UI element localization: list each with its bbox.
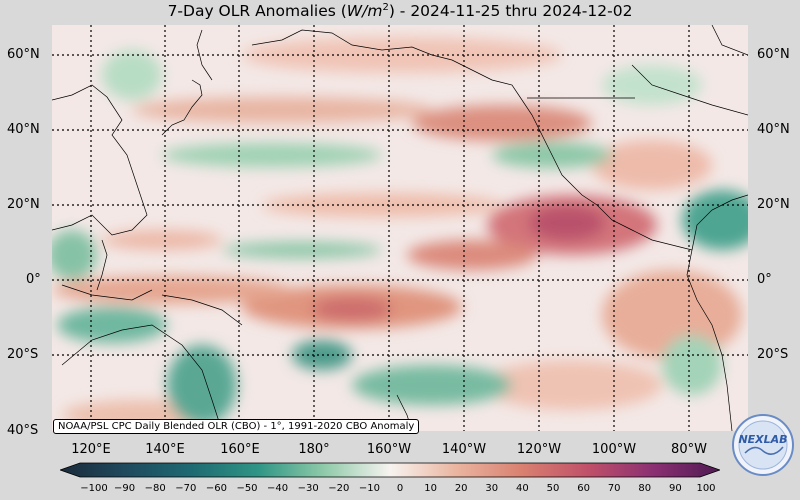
colorbar-tick-label: −70 (175, 483, 197, 494)
lat-label-right: 60°N (757, 47, 790, 62)
lat-label-left: 40°N (7, 122, 40, 137)
lat-label-left: 40°S (7, 423, 39, 438)
lon-label: 80°W (671, 442, 707, 457)
lon-label: 120°E (71, 442, 111, 457)
lon-label: 100°W (591, 442, 637, 457)
lat-label-right: 0° (757, 272, 772, 287)
lat-label-right: 20°N (757, 197, 790, 212)
lat-label-left: 0° (26, 272, 41, 287)
lon-label: 140°W (441, 442, 487, 457)
colorbar-tick-label: 60 (577, 483, 590, 494)
colorbar-tick-label: 0 (396, 483, 404, 494)
colorbar-tick-label: −20 (328, 483, 350, 494)
lon-label: 140°E (145, 442, 185, 457)
lat-label-left: 20°N (7, 197, 40, 212)
data-source-label: NOAA/PSL CPC Daily Blended OLR (CBO) - 1… (53, 419, 420, 434)
colorbar-tick-label: 70 (607, 483, 621, 494)
olr-anomaly-map (52, 25, 748, 431)
lat-label-left: 60°N (7, 47, 40, 62)
colorbar-tick-label: −90 (114, 483, 136, 494)
lat-label-right: 20°S (757, 347, 789, 362)
lon-label: 160°W (366, 442, 412, 457)
graticule (52, 25, 748, 431)
colorbar-tick-label: −50 (236, 483, 258, 494)
colorbar-tick-label: −60 (205, 483, 227, 494)
anomaly-field (52, 37, 748, 430)
map-title: 7-Day OLR Anomalies (W/m2) - 2024-11-25 … (167, 2, 633, 21)
colorbar-tick-label: −30 (297, 483, 319, 494)
lon-label: 120°W (516, 442, 562, 457)
colorbar-tick-label: −40 (267, 483, 289, 494)
colorbar-tick-label: 50 (546, 483, 560, 494)
lon-label: 160°E (220, 442, 260, 457)
lon-label: 180° (298, 442, 330, 457)
colorbar-tick-label: 10 (424, 483, 437, 494)
colorbar-tick-label: 90 (669, 483, 682, 494)
map-canvas (52, 25, 748, 431)
colorbar-tick-label: 40 (516, 483, 529, 494)
svg-text:NEXLAB: NEXLAB (738, 433, 787, 446)
colorbar-tick-label: −10 (358, 483, 380, 494)
colorbar-tick-label: 100 (696, 483, 716, 494)
colorbar-fill (60, 462, 720, 478)
lat-label-left: 20°S (7, 347, 39, 362)
colorbar-tick-label: −100 (80, 483, 108, 494)
nexlab-logo: NEXLAB (732, 414, 794, 476)
coastlines (52, 25, 748, 431)
colorbar-tick-label: 30 (485, 483, 499, 494)
colorbar (60, 462, 720, 478)
colorbar-tick-label: 80 (638, 483, 652, 494)
lat-label-right: 40°N (757, 122, 790, 137)
colorbar-tick-label: 20 (454, 483, 468, 494)
colorbar-tick-label: −80 (144, 483, 166, 494)
